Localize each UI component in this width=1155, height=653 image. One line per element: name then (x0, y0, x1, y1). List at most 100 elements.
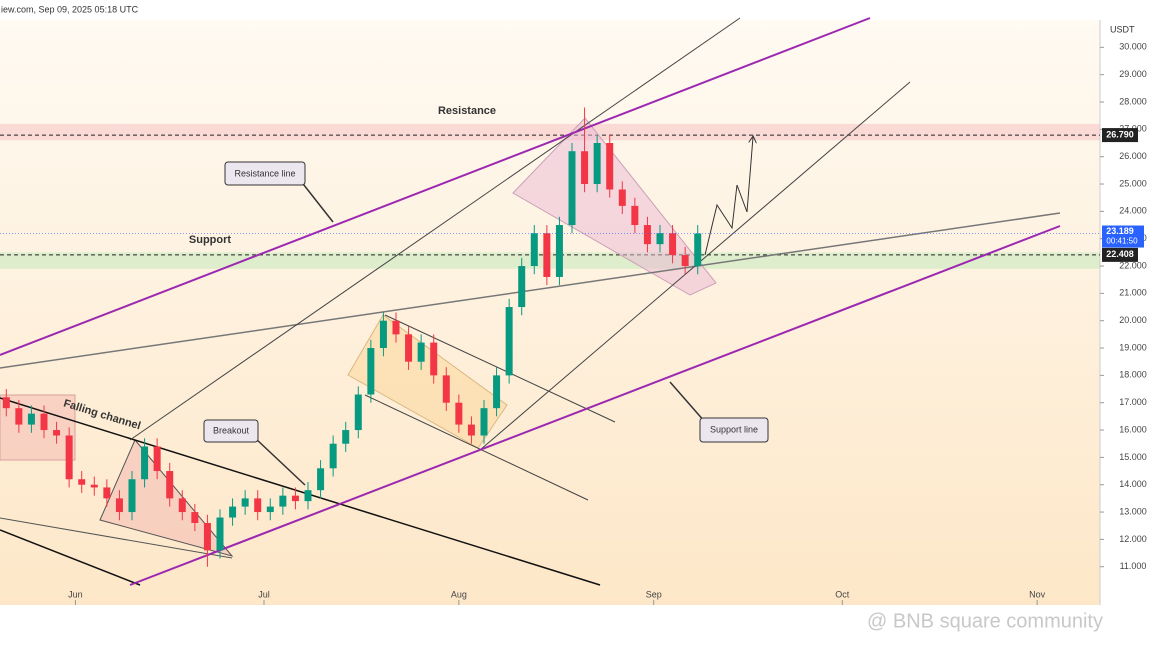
x-tick-label: Sep (646, 589, 662, 599)
candle-body (593, 143, 601, 185)
candle-body (379, 320, 387, 349)
candle-body (317, 468, 325, 491)
wedge (512, 117, 717, 296)
drawings (0, 17, 1061, 586)
y-tick-label: 12.000 (1119, 534, 1147, 544)
price-tag (1102, 225, 1144, 248)
candle-body (241, 498, 249, 507)
channel-line (0, 529, 141, 586)
callout-pointer (254, 437, 306, 486)
y-tick-label: 13.000 (1119, 506, 1147, 516)
candle-body (279, 495, 287, 507)
candle-body (555, 225, 563, 277)
candle-body (467, 424, 475, 436)
header: iew.com, Sep 09, 2025 05:18 UTC (1, 4, 139, 14)
annotation: Resistance line (234, 168, 295, 178)
candle-body (530, 233, 538, 267)
candle-body (442, 375, 450, 403)
y-tick-label: 29.000 (1119, 69, 1147, 79)
candle-body (681, 255, 689, 267)
candle-body (115, 498, 123, 513)
candle-body (103, 487, 111, 499)
candle-body (178, 498, 186, 513)
trend-line (364, 394, 589, 501)
x-tick-label: Nov (1029, 589, 1046, 599)
candle-body (618, 189, 626, 206)
candle-body (354, 394, 362, 431)
candle-body (254, 498, 262, 513)
candle-body (65, 435, 73, 480)
candle-body (342, 430, 350, 444)
pattern-box (0, 394, 76, 461)
projection-arrow (704, 137, 753, 256)
y-tick-label: 19.000 (1119, 342, 1147, 352)
countdown: 00:41:50 (1106, 237, 1138, 246)
y-tick-label: 14.000 (1119, 479, 1147, 489)
candle-body (455, 402, 463, 425)
triangle (99, 439, 234, 557)
y-tick-label: 21.000 (1119, 288, 1147, 298)
annotation: Support line (710, 424, 758, 434)
candle-body (90, 484, 98, 488)
price-tag-label: 26.790 (1106, 129, 1134, 139)
trend-line (129, 17, 741, 441)
support-line (129, 225, 1061, 586)
y-tick-label: 20.000 (1119, 315, 1147, 325)
x-tick-label: Aug (451, 589, 467, 599)
candle-body (505, 307, 513, 376)
candle-body (417, 342, 425, 362)
trend-line (384, 314, 616, 423)
candle-body (291, 495, 299, 502)
candle-body (543, 233, 551, 277)
x-tick-label: Jun (68, 589, 83, 599)
candle-body (656, 233, 664, 245)
y-tick-label: 17.000 (1119, 397, 1147, 407)
price-tag (1102, 247, 1138, 262)
callout-pointer (299, 179, 334, 223)
y-tick-label: 18.000 (1119, 370, 1147, 380)
callout-box (699, 417, 769, 443)
price-tag-label: 23.189 (1106, 226, 1134, 236)
candle-body (367, 348, 375, 395)
candle-body (15, 408, 23, 425)
candle-body (606, 143, 614, 190)
candle-body (493, 375, 501, 409)
y-tick-label: 28.000 (1119, 96, 1147, 106)
candle-body (27, 413, 35, 425)
price-tag-label: 22.408 (1106, 249, 1134, 259)
candle-body (166, 471, 174, 499)
price-axis (1100, 20, 1155, 605)
candle-body (40, 413, 48, 431)
candle-body (392, 320, 400, 335)
candle-body (216, 517, 224, 551)
trend-line (0, 212, 1061, 369)
annotation: Breakout (213, 425, 250, 435)
trend-line (0, 517, 233, 559)
annotation: Support (189, 234, 231, 246)
candle-body (329, 443, 337, 469)
candle-body (669, 233, 677, 256)
candle-body (643, 225, 651, 245)
resistance-line (0, 17, 871, 356)
candle-body (480, 408, 488, 436)
flag (347, 314, 508, 449)
y-tick-label: 22.000 (1119, 260, 1147, 270)
y-tick-label: 26.000 (1119, 151, 1147, 161)
currency: USDT (1110, 24, 1135, 34)
candle-body (191, 512, 199, 523)
candle-body (2, 397, 10, 409)
y-tick-label: 16.000 (1119, 424, 1147, 434)
candle-body (203, 522, 211, 551)
candle-body (631, 205, 639, 226)
candle-body (141, 446, 149, 480)
candle-body (78, 479, 86, 485)
price-tag (1102, 128, 1138, 143)
callout-box (224, 161, 306, 186)
candle-body (266, 506, 274, 513)
callout-box (203, 419, 259, 443)
y-tick-label: 30.000 (1119, 42, 1147, 52)
watermark: @ BNB square community (867, 610, 1103, 632)
candle-body (53, 430, 61, 436)
candle-body (229, 506, 237, 518)
x-tick-label: Oct (835, 589, 850, 599)
